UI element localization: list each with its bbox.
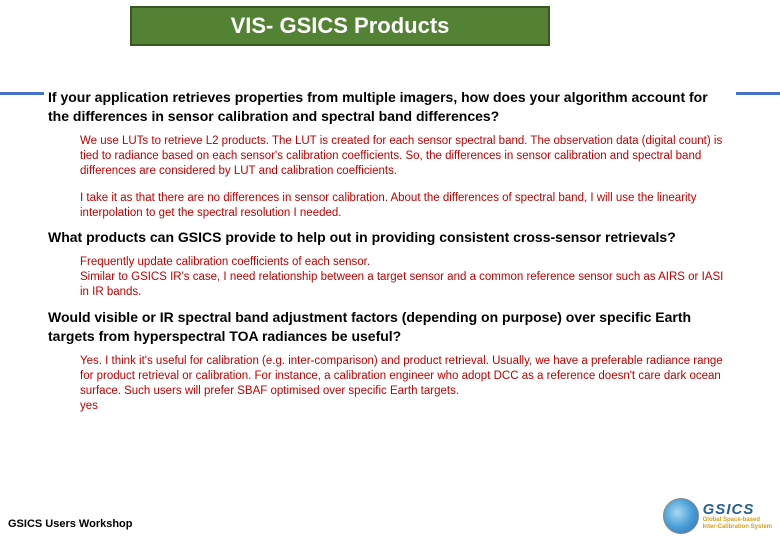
- slide-title: VIS- GSICS Products: [231, 13, 450, 39]
- answer-1a: We use LUTs to retrieve L2 products. The…: [80, 134, 732, 179]
- accent-line-left: [0, 92, 44, 95]
- footer-text: GSICS Users Workshop: [8, 518, 133, 530]
- answer-3a: Yes. I think it's useful for calibration…: [80, 354, 732, 414]
- question-1: If your application retrieves properties…: [48, 88, 732, 126]
- content-area: If your application retrieves properties…: [48, 88, 732, 422]
- globe-icon: [663, 498, 699, 534]
- accent-line-right: [736, 92, 780, 95]
- question-3: Would visible or IR spectral band adjust…: [48, 308, 732, 346]
- logo-sub-1: Global Space-based: [703, 517, 772, 524]
- answer-2a: Frequently update calibration coefficien…: [80, 255, 732, 300]
- gsics-logo: GSICS Global Space-based Inter-Calibrati…: [663, 498, 772, 534]
- logo-text-block: GSICS Global Space-based Inter-Calibrati…: [703, 502, 772, 530]
- title-box: VIS- GSICS Products: [130, 6, 550, 46]
- answer-1b: I take it as that there are no differenc…: [80, 191, 732, 221]
- question-2: What products can GSICS provide to help …: [48, 228, 732, 247]
- logo-sub-2: Inter-Calibration System: [703, 524, 772, 531]
- logo-main-text: GSICS: [703, 502, 772, 517]
